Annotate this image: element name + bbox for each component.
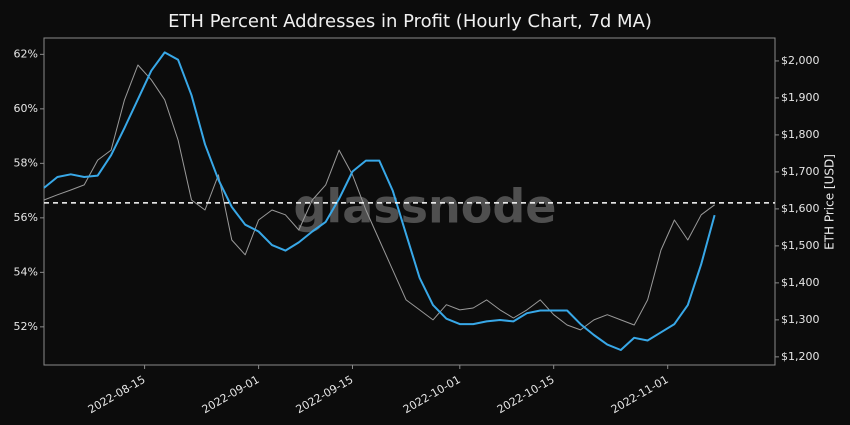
plot-frame [43, 37, 776, 366]
y2-tick-label: $1,400 [781, 276, 820, 289]
chart-title: ETH Percent Addresses in Profit (Hourly … [168, 11, 652, 32]
y-tick-label: 54% [14, 265, 38, 278]
y-tick-label: 60% [14, 102, 38, 115]
y-tick-label: 52% [14, 320, 38, 333]
y-tick-label: 62% [14, 47, 38, 60]
y2-tick-label: $1,600 [781, 202, 820, 215]
y2-axis-label: ETH Price [USD] [823, 154, 837, 250]
y-tick-label: 58% [14, 156, 38, 169]
y2-tick-label: $1,900 [781, 91, 820, 104]
y2-tick-label: $1,500 [781, 239, 820, 252]
y2-tick-label: $1,200 [781, 350, 820, 363]
y2-tick-label: $1,700 [781, 165, 820, 178]
watermark: glassnode [294, 180, 557, 234]
y-tick-label: 56% [14, 211, 38, 224]
series-line [43, 64, 715, 331]
y2-tick-label: $2,000 [781, 54, 820, 67]
y2-tick-label: $1,300 [781, 313, 820, 326]
series-line [43, 51, 716, 351]
y2-tick-label: $1,800 [781, 128, 820, 141]
